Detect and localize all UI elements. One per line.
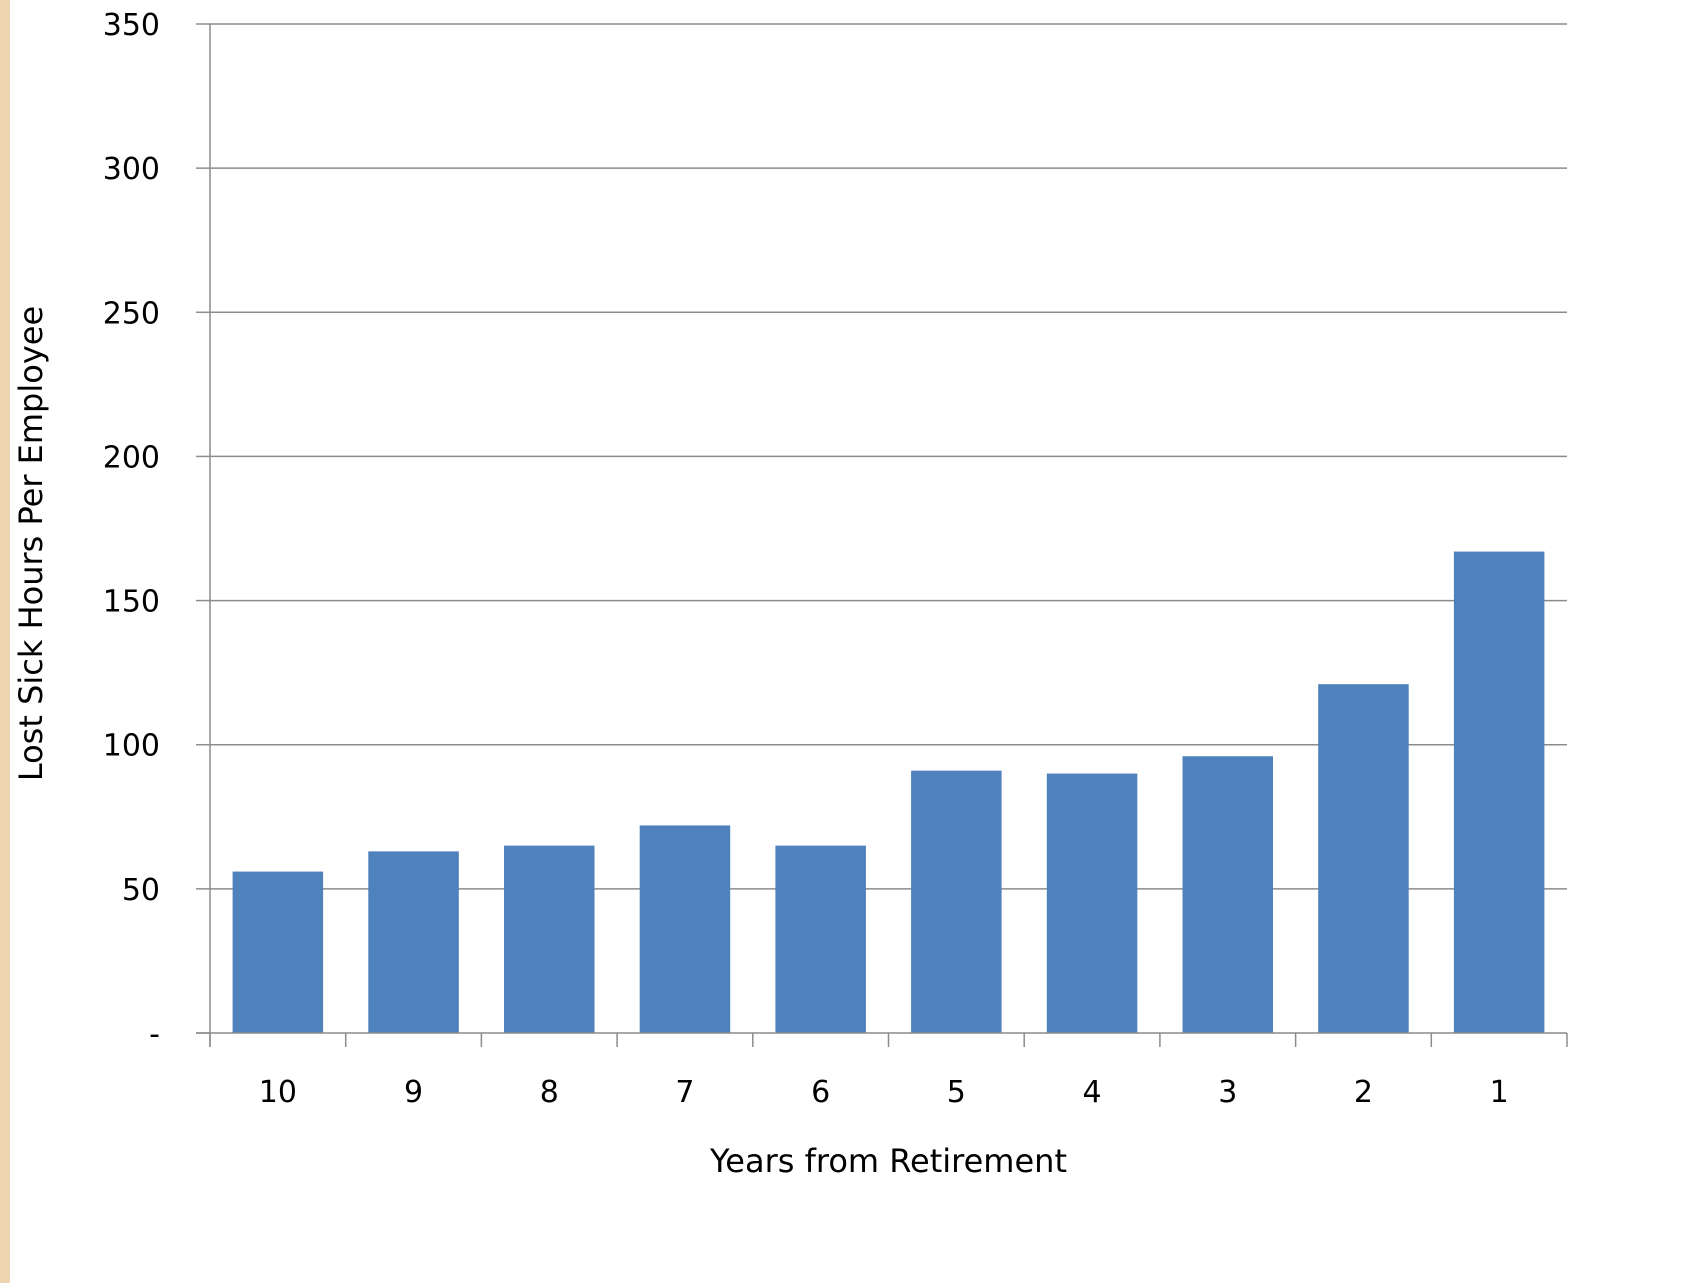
y-tick-label: 100 <box>103 729 160 764</box>
bar-8 <box>503 845 595 1033</box>
bar-7 <box>639 825 731 1033</box>
x-axis-tick-labels: 10 9 8 7 6 5 4 3 2 1 <box>259 1075 1509 1110</box>
bar-10 <box>232 871 324 1033</box>
bar-5 <box>911 770 1002 1033</box>
x-tick-label: 3 <box>1218 1075 1237 1110</box>
bar-6 <box>775 845 866 1033</box>
x-tick-label: 1 <box>1490 1075 1509 1110</box>
left-accent-stripe <box>0 0 10 1283</box>
y-axis-tick-labels: - 50 100 150 200 250 300 350 <box>103 8 160 1052</box>
x-tick-label: 8 <box>540 1075 559 1110</box>
y-tick-label: 200 <box>103 440 160 475</box>
bar-9 <box>368 851 459 1033</box>
y-tick-label: 350 <box>103 8 160 43</box>
x-tick-label: 7 <box>675 1075 694 1110</box>
bar-1 <box>1453 551 1545 1033</box>
y-tick-label: 250 <box>103 296 160 331</box>
axes <box>196 23 1568 1047</box>
y-tick-label: 300 <box>103 152 160 187</box>
x-tick-label: 6 <box>811 1075 830 1110</box>
y-tick-label: 150 <box>103 585 160 620</box>
y-tick-label: - <box>149 1017 160 1052</box>
x-tick-label: 2 <box>1354 1075 1373 1110</box>
x-tick-label: 4 <box>1083 1075 1102 1110</box>
bars <box>232 551 1545 1033</box>
x-tick-label: 9 <box>404 1075 423 1110</box>
bar-2 <box>1318 684 1409 1033</box>
bar-3 <box>1182 756 1274 1033</box>
x-axis-title: Years from Retirement <box>709 1142 1067 1180</box>
x-tick-label: 5 <box>947 1075 966 1110</box>
y-tick-label: 50 <box>122 873 160 908</box>
x-tick-label: 10 <box>259 1075 297 1110</box>
bar-4 <box>1046 773 1138 1033</box>
y-axis-title: Lost Sick Hours Per Employee <box>12 306 50 781</box>
